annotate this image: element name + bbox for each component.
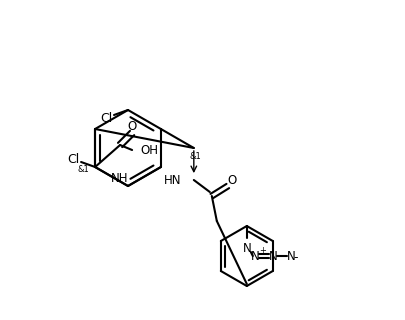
Text: &1: &1 bbox=[77, 164, 89, 173]
Text: N: N bbox=[243, 242, 251, 254]
Text: -: - bbox=[294, 252, 298, 265]
Text: NH: NH bbox=[111, 172, 129, 185]
Text: N: N bbox=[250, 250, 259, 262]
Text: N: N bbox=[269, 250, 277, 262]
Text: O: O bbox=[128, 121, 137, 133]
Text: +: + bbox=[259, 245, 266, 254]
Text: O: O bbox=[227, 173, 237, 187]
Text: HN: HN bbox=[164, 173, 182, 187]
Text: Cl: Cl bbox=[67, 153, 79, 165]
Text: &1: &1 bbox=[190, 151, 202, 161]
Text: N: N bbox=[286, 250, 295, 262]
Text: OH: OH bbox=[140, 143, 158, 156]
Text: Cl: Cl bbox=[100, 111, 112, 124]
